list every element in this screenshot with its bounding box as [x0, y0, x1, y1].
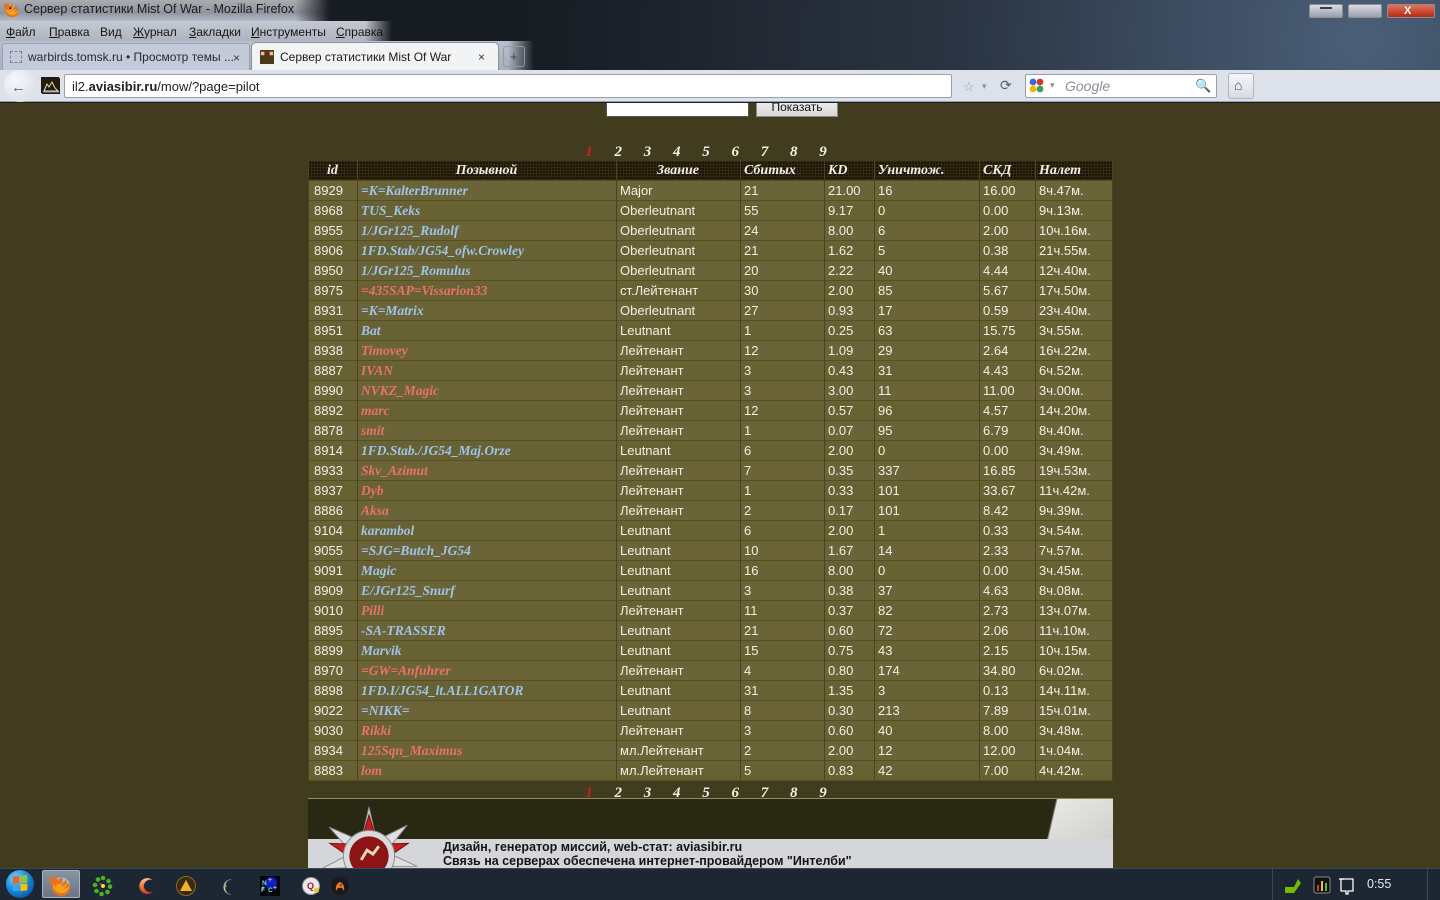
- svg-text:+: +: [273, 885, 277, 892]
- svg-text:+: +: [261, 885, 265, 892]
- svg-text:+: +: [268, 877, 272, 884]
